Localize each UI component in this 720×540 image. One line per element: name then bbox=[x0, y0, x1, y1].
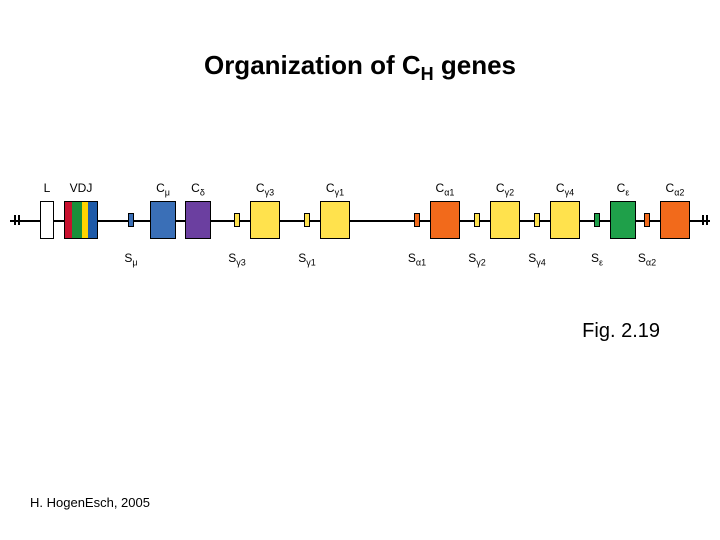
gene-Cmu bbox=[150, 201, 176, 239]
switch-label-Sa2: Sα2 bbox=[638, 251, 656, 267]
gene-label-Ce: Cε bbox=[617, 181, 630, 197]
break-dash-left bbox=[14, 215, 16, 225]
gene-Ca2 bbox=[660, 201, 690, 239]
gene-label-Cg3: Cγ3 bbox=[256, 181, 274, 197]
switch-Sg1 bbox=[304, 213, 310, 227]
credit-line: H. HogenEsch, 2005 bbox=[30, 495, 150, 510]
gene-label-Ca1: Cα1 bbox=[436, 181, 455, 197]
gene-Ce bbox=[610, 201, 636, 239]
switch-Sa1 bbox=[414, 213, 420, 227]
switch-label-Sg4: Sγ4 bbox=[528, 251, 546, 267]
baseline-segment bbox=[310, 220, 320, 222]
page-title: Organization of CH genes bbox=[0, 50, 720, 85]
switch-Se bbox=[594, 213, 600, 227]
baseline-segment bbox=[134, 220, 150, 222]
vdj-label: VDJ bbox=[70, 181, 93, 195]
gene-label-Cg4: Cγ4 bbox=[556, 181, 574, 197]
baseline-segment bbox=[176, 220, 185, 222]
baseline-segment bbox=[520, 220, 534, 222]
break-dash-right bbox=[702, 215, 704, 225]
gene-label-Cg1: Cγ1 bbox=[326, 181, 344, 197]
break-dash-left bbox=[18, 215, 20, 225]
baseline-segment bbox=[460, 220, 474, 222]
switch-label-Sg1: Sγ1 bbox=[298, 251, 316, 267]
figure-caption: Fig. 2.19 bbox=[582, 320, 660, 343]
gene-Cg4 bbox=[550, 201, 580, 239]
gene-diagram: L VDJ Cμ Cδ Cγ3 Cγ1 Cα1 Cγ2 Cγ4 Cε Cα2 Sμ Sγ3 Sγ1 Sα1 S… bbox=[10, 165, 710, 295]
vdj-outline bbox=[64, 201, 98, 239]
baseline-segment bbox=[600, 220, 610, 222]
baseline-segment bbox=[636, 220, 644, 222]
gene-label-Cg2: Cγ2 bbox=[496, 181, 514, 197]
baseline-segment bbox=[420, 220, 430, 222]
baseline-segment bbox=[480, 220, 490, 222]
switch-label-Se: Sε bbox=[591, 251, 603, 267]
baseline-segment bbox=[580, 220, 594, 222]
baseline-segment bbox=[98, 220, 128, 222]
gene-Cg1 bbox=[320, 201, 350, 239]
baseline-segment bbox=[350, 220, 414, 222]
gene-label-Cmu: Cμ bbox=[156, 181, 170, 197]
switch-label-Sg3: Sγ3 bbox=[228, 251, 246, 267]
break-dash-right bbox=[706, 215, 708, 225]
l-box bbox=[40, 201, 54, 239]
switch-Sg2 bbox=[474, 213, 480, 227]
gene-Ca1 bbox=[430, 201, 460, 239]
switch-Smu bbox=[128, 213, 134, 227]
switch-Sa2 bbox=[644, 213, 650, 227]
switch-label-Smu: Sμ bbox=[124, 251, 137, 267]
gene-label-Ca2: Cα2 bbox=[666, 181, 685, 197]
l-label: L bbox=[44, 181, 51, 195]
title-sub: H bbox=[421, 64, 434, 84]
switch-label-Sg2: Sγ2 bbox=[468, 251, 486, 267]
gene-Cdelta bbox=[185, 201, 211, 239]
gene-label-Cdelta: Cδ bbox=[191, 181, 205, 197]
baseline-segment bbox=[650, 220, 660, 222]
switch-Sg3 bbox=[234, 213, 240, 227]
switch-Sg4 bbox=[534, 213, 540, 227]
title-tail: genes bbox=[434, 50, 516, 80]
baseline-segment bbox=[54, 220, 64, 222]
baseline-segment bbox=[240, 220, 250, 222]
baseline-segment bbox=[280, 220, 304, 222]
baseline-segment bbox=[540, 220, 550, 222]
switch-label-Sa1: Sα1 bbox=[408, 251, 426, 267]
baseline-segment bbox=[211, 220, 234, 222]
title-main: Organization of C bbox=[204, 50, 421, 80]
gene-Cg3 bbox=[250, 201, 280, 239]
gene-Cg2 bbox=[490, 201, 520, 239]
